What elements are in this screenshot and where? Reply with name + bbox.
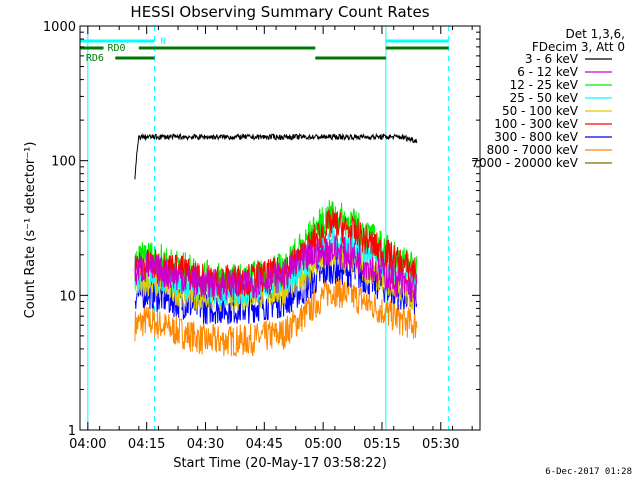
rd6-flag-label: RD6 — [86, 53, 104, 64]
legend-label: 25 - 50 keV — [510, 91, 579, 105]
chart-title: HESSI Observing Summary Count Rates — [130, 3, 429, 21]
x-axis-label: Start Time (20-May-17 03:58:22) — [173, 456, 387, 471]
x-tick-label: 04:15 — [128, 437, 165, 452]
y-tick-label: 1 — [68, 424, 76, 439]
legend-label: 50 - 100 keV — [502, 104, 579, 118]
legend-header: Det 1,3,6, FDecim 3, Att 0 — [532, 27, 625, 54]
series-line — [134, 132, 418, 180]
legend-label: 7000 - 20000 keV — [471, 156, 578, 170]
y-tick-label: 1000 — [43, 20, 76, 35]
x-tick-label: 04:30 — [187, 437, 224, 452]
legend-label: 12 - 25 keV — [510, 78, 579, 92]
y-tick-label: 100 — [51, 155, 76, 170]
legend-label: 3 - 6 keV — [525, 52, 579, 66]
y-tick-label: 10 — [59, 289, 76, 304]
x-tick-label: 05:00 — [304, 437, 341, 452]
legend-label: 100 - 300 keV — [494, 117, 578, 131]
night-flag-label: N — [160, 37, 165, 47]
series-line — [134, 276, 418, 357]
rd0-flag-label: RD0 — [107, 43, 125, 54]
axes: 04:00 04:15 04:30 04:45 05:00 05:15 05:30 1 10 10… — [43, 20, 481, 452]
footer-date: 6-Dec-2017 01:28 — [545, 467, 632, 477]
y-axis-label: Count Rate (s⁻¹ detector⁻¹) — [23, 142, 38, 319]
legend-label: 300 - 800 keV — [494, 130, 578, 144]
series-line — [134, 235, 418, 304]
legend-header-line-1: Det 1,3,6, — [566, 27, 626, 41]
plot-frame — [79, 25, 481, 431]
x-tick-label: 05:30 — [422, 437, 459, 452]
x-tick-label: 04:00 — [69, 437, 106, 452]
x-tick-label: 04:45 — [246, 437, 283, 452]
legend-label: 6 - 12 keV — [517, 65, 579, 79]
legend-label: 800 - 7000 keV — [487, 143, 579, 157]
legend-header-line-2: FDecim 3, Att 0 — [532, 40, 625, 54]
x-tick-label: 05:15 — [363, 437, 400, 452]
